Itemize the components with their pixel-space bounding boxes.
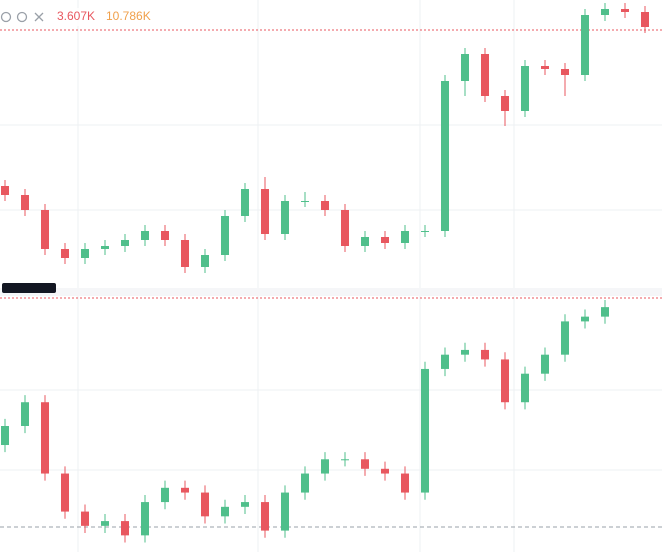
candle-body: [601, 9, 609, 15]
candle-body: [561, 69, 569, 75]
candle-body: [441, 354, 449, 369]
candle-body: [61, 249, 69, 258]
candle-body: [121, 240, 129, 246]
candle-body: [101, 521, 109, 526]
candle-body: [221, 216, 229, 255]
candle-body: [21, 402, 29, 426]
volume-label: 10.786K: [106, 9, 151, 23]
candle-body: [61, 473, 69, 512]
candle-body: [41, 210, 49, 249]
candle-body: [281, 201, 289, 234]
top-panel: [1, 3, 649, 273]
candle-body: [101, 246, 109, 249]
candle-body: [281, 492, 289, 531]
candle-body: [361, 237, 369, 246]
candle-body: [441, 81, 449, 231]
candle-body: [321, 201, 329, 210]
candle-body: [501, 359, 509, 403]
candle-body: [21, 195, 29, 210]
candle-body: [301, 473, 309, 493]
candle-body: [261, 189, 269, 234]
candle-body: [341, 210, 349, 246]
candle-body: [541, 66, 549, 69]
candle-body: [381, 237, 389, 243]
candle-body: [161, 487, 169, 503]
candle-body: [601, 307, 609, 317]
candle-body: [461, 54, 469, 81]
candle-body: [481, 54, 489, 96]
close-icon[interactable]: [34, 12, 44, 22]
candle-body: [141, 502, 149, 536]
candle-body: [141, 231, 149, 240]
candle-body: [341, 459, 349, 461]
candle-body: [521, 373, 529, 403]
candle-body: [41, 402, 49, 474]
candle-body: [321, 459, 329, 474]
candle-body: [261, 502, 269, 531]
candle-body: [241, 502, 249, 507]
eye-icon[interactable]: [0, 11, 12, 23]
candle-body: [361, 459, 369, 469]
candle-body: [401, 473, 409, 493]
candle-body: [421, 368, 429, 493]
candle-body: [1, 426, 9, 446]
candle-body: [81, 249, 89, 258]
candle-body: [481, 349, 489, 360]
candle-body: [1, 186, 9, 195]
candle-body: [581, 15, 589, 75]
candle-body: [421, 231, 429, 232]
candle-body: [561, 321, 569, 355]
candle-body: [81, 511, 89, 526]
candle-body: [301, 201, 309, 202]
candle-body: [241, 189, 249, 216]
candle-body: [621, 9, 629, 12]
candle-body: [581, 316, 589, 322]
candle-body: [521, 66, 529, 111]
candle-body: [181, 487, 189, 493]
bottom-panel: [1, 300, 609, 543]
candle-body: [461, 349, 469, 355]
label-badge: [2, 283, 56, 293]
panel-divider: [0, 288, 662, 296]
candle-body: [381, 468, 389, 474]
candle-body: [161, 231, 169, 240]
legend-strip: [0, 8, 190, 26]
toolbar[interactable]: [0, 11, 44, 23]
candle-body: [501, 96, 509, 111]
candle-body: [201, 255, 209, 267]
candle-body: [641, 12, 649, 27]
candle-body: [181, 240, 189, 267]
candle-body: [201, 492, 209, 517]
volume-label: 3.607K: [57, 9, 95, 23]
settings-icon[interactable]: [16, 11, 28, 23]
candle-body: [221, 506, 229, 517]
candle-body: [121, 521, 129, 536]
candle-body: [541, 354, 549, 374]
candle-body: [401, 231, 409, 243]
